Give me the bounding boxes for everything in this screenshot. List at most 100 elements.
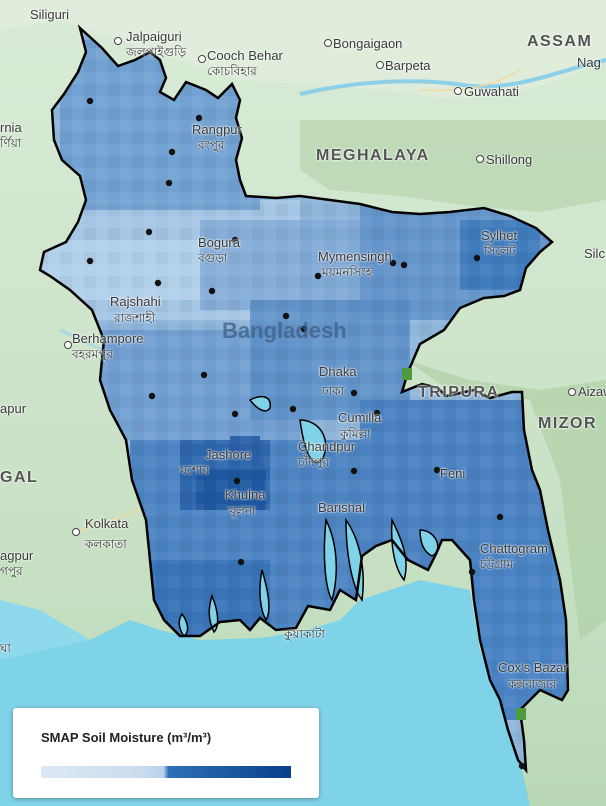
sample-point [148, 392, 156, 400]
tripura-hills [406, 360, 606, 640]
place-barishal: Barishal [318, 500, 365, 515]
sample-point [496, 513, 504, 521]
sample-point [154, 279, 162, 287]
terrain-north [0, 0, 606, 98]
place-barpeta: Barpeta [385, 58, 431, 73]
place-dot-berhampore [64, 341, 72, 349]
place-silchar: Silc [584, 246, 605, 261]
sample-point [289, 405, 297, 413]
place-agpur: agpur [0, 548, 34, 563]
sample-point [195, 114, 203, 122]
place-dot-bongaigaon [324, 39, 332, 47]
legend-color-ramp [41, 766, 291, 778]
place-dot-guwahati [454, 87, 462, 95]
sample-point [86, 257, 94, 265]
sample-point [389, 259, 397, 267]
sample-point [145, 228, 153, 236]
place-rajshahi: Rajshahi [110, 294, 161, 309]
sample-point [433, 466, 441, 474]
brahmaputra-river [299, 58, 606, 96]
place-apur: apur [0, 401, 27, 416]
place-purnia-local: র্ণিয়া [0, 136, 22, 150]
label-region-tripura: TRIPURA [418, 384, 500, 401]
place-shillong: Shillong [486, 152, 533, 167]
sample-point [468, 568, 476, 576]
label-region-assam: ASSAM [527, 33, 593, 50]
sample-point [300, 325, 308, 333]
place-dot-aizawl [568, 388, 576, 396]
place-jashore: Jashore [205, 447, 252, 462]
place-jashore-local: যশোর [180, 463, 209, 477]
place-agpur-local: গপুর [0, 564, 23, 578]
place-siliguri: Siliguri [30, 7, 70, 22]
place-gha-local: ঘা [0, 641, 11, 655]
place-kuakata-local: কুয়াকাটা [284, 627, 325, 641]
place-chattogram: Chattogram [480, 541, 548, 556]
place-cooch-behar-local: কোচবিহার [207, 64, 257, 78]
sample-point [400, 261, 408, 269]
place-mymensingh: Mymensingh [318, 249, 392, 264]
place-rangpur: Rangpur [192, 122, 242, 137]
place-jalpaiguri-local: জলপাইগুড়ি [126, 45, 187, 59]
sample-point [350, 389, 358, 397]
place-cumilla-local: কুমিল্লা [340, 427, 371, 441]
coastal-water [0, 600, 90, 660]
place-chandpur: Chandpur [298, 439, 356, 454]
sample-point [86, 97, 94, 105]
place-rajshahi-local: রাজশাহী [114, 311, 156, 325]
legend-panel: SMAP Soil Moisture (m³/m³) [13, 708, 319, 798]
label-region-meghalaya: MEGHALAYA [316, 147, 430, 164]
place-berhampore: Berhampore [72, 331, 144, 346]
place-aizawl: Aizaw [578, 384, 606, 399]
sample-point [314, 272, 322, 280]
place-sylhet-local: সিলেট [484, 244, 516, 258]
place-kolkata-local: কলকাতা [85, 537, 127, 551]
road [419, 69, 521, 92]
sample-point [373, 409, 381, 417]
sample-point [233, 477, 241, 485]
place-nag: Nag [577, 55, 601, 70]
place-purnia: rnia [0, 120, 22, 135]
place-rangpur-local: রংপুর [198, 138, 225, 152]
sample-point [282, 312, 290, 320]
label-country: Bangladesh [222, 318, 347, 343]
place-dhaka: Dhaka [319, 364, 357, 379]
sample-point [518, 762, 526, 770]
meghalaya-hills [300, 120, 606, 212]
sample-point [168, 148, 176, 156]
place-sylhet: Sylhet [481, 228, 518, 243]
place-dot-jalpaiguri [114, 37, 122, 45]
poi-marker [402, 368, 412, 380]
place-coxs-bazar: Cox's Bazar [498, 660, 568, 675]
poi-marker [516, 708, 526, 720]
place-cumilla: Cumilla [338, 410, 382, 425]
place-chattogram-local: চট্টগ্রাম [480, 557, 514, 571]
place-bongaigaon: Bongaigaon [333, 36, 403, 51]
legend-title: SMAP Soil Moisture (m³/m³) [41, 730, 212, 745]
sample-point [237, 558, 245, 566]
sample-point [200, 371, 208, 379]
sample-point [231, 410, 239, 418]
place-bogura: Bogura [198, 235, 240, 250]
sample-point [231, 236, 239, 244]
place-guwahati: Guwahati [464, 84, 519, 99]
sample-point [350, 467, 358, 475]
place-feni: Feni [440, 466, 466, 481]
sample-point [208, 287, 216, 295]
place-coxs-bazar-local: কক্সবাজার [508, 677, 557, 691]
place-berhampore-local: বহরমপুর [72, 347, 113, 361]
sample-point [165, 179, 173, 187]
label-region-mizoram: MIZOR [538, 415, 598, 432]
place-kolkata: Kolkata [85, 516, 129, 531]
place-dot-barpeta [376, 61, 384, 69]
place-dhaka-local: ঢাকা [322, 384, 345, 398]
place-khulna: Khulna [225, 487, 266, 502]
place-mymensingh-local: ময়মনসিংহ [322, 265, 373, 279]
place-chandpur-local: চাঁদপুর [298, 455, 330, 469]
sample-point [473, 254, 481, 262]
place-dot-shillong [476, 155, 484, 163]
place-bogura-local: বগুড়া [198, 251, 228, 265]
place-khulna-local: খুলনা [228, 504, 256, 518]
place-dot-kolkata [72, 528, 80, 536]
